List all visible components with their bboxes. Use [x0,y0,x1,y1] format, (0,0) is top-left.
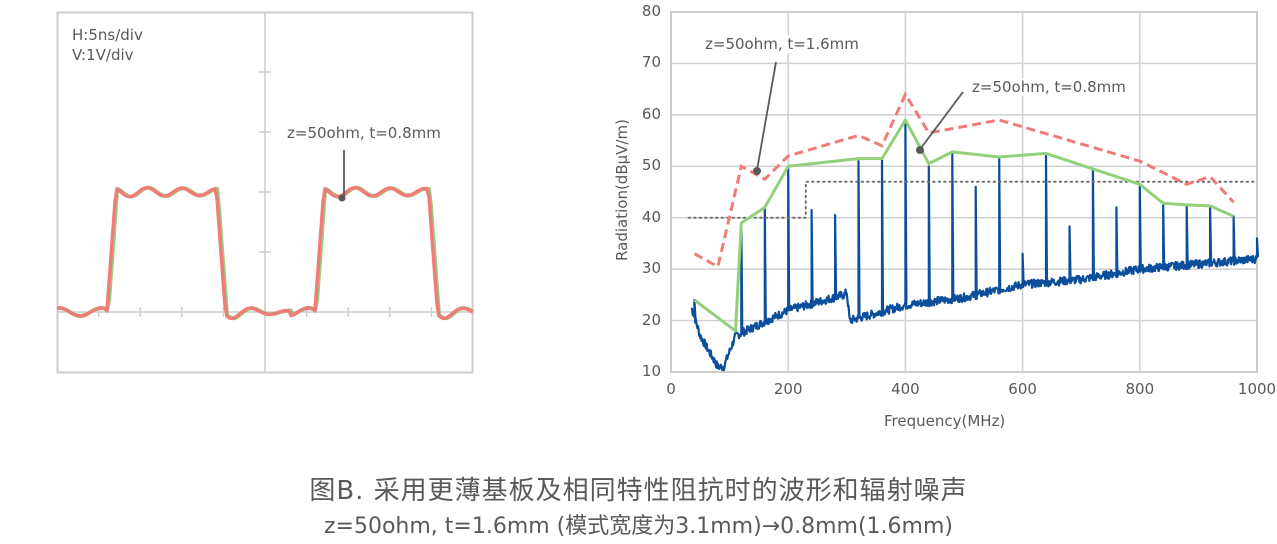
y-tick-label: 20 [641,310,661,329]
t16-annotation-dot [753,167,761,175]
spectrum-chart [670,11,1260,373]
h-scale-label: H:5ns/div [72,26,143,44]
x-tick-label: 1000 [1237,380,1277,398]
spectrum-x-axis-title: Frequency(MHz) [884,412,1006,430]
waveform-t08-line [56,185,474,321]
y-tick-label: 60 [641,104,661,123]
spectrum-measured-line [690,121,1260,372]
figure-caption-subtitle: z=50ohm, t=1.6mm (模式宽度为3.1mm)→0.8mm(1.6m… [323,514,953,539]
x-tick-label: 400 [891,380,920,398]
y-tick-label: 30 [641,259,661,278]
waveform-chart [56,11,474,374]
scope-settings: H:5ns/div V:1V/div [72,25,143,65]
t08-annotation-leader [920,91,964,149]
t16-annotation-leader [756,61,777,171]
spectrum-limit-line [687,180,1258,219]
x-tick-label: 0 [666,380,676,398]
t08-annotation-dot [916,146,924,154]
x-tick-label: 600 [1008,380,1037,398]
y-tick-label: 40 [641,207,661,226]
spectrum-y-axis-title: Radiation(dBμV/m) [613,119,631,261]
y-tick-label: 70 [641,53,661,72]
figure-caption-title: 图B. 采用更薄基板及相同特性阻抗时的波形和辐射噪声 [309,476,968,506]
t08-annotation-label: z=50ohm, t=0.8mm [970,78,1128,96]
waveform-annotation-dot [338,194,346,202]
y-tick-label: 80 [641,2,661,20]
waveform-annotation-label: z=50ohm, t=0.8mm [287,124,441,142]
spectrum-t08-envelope [693,118,1235,333]
spectrum-t16-envelope [693,91,1235,269]
t16-annotation-label: z=50ohm, t=1.6mm [703,35,861,53]
x-tick-label: 800 [1125,380,1155,398]
y-tick-label: 50 [641,156,661,175]
v-scale-label: V:1V/div [72,46,134,64]
x-tick-label: 200 [773,380,803,398]
y-tick-label: 10 [641,362,661,380]
spectrum-grid [670,11,1258,373]
